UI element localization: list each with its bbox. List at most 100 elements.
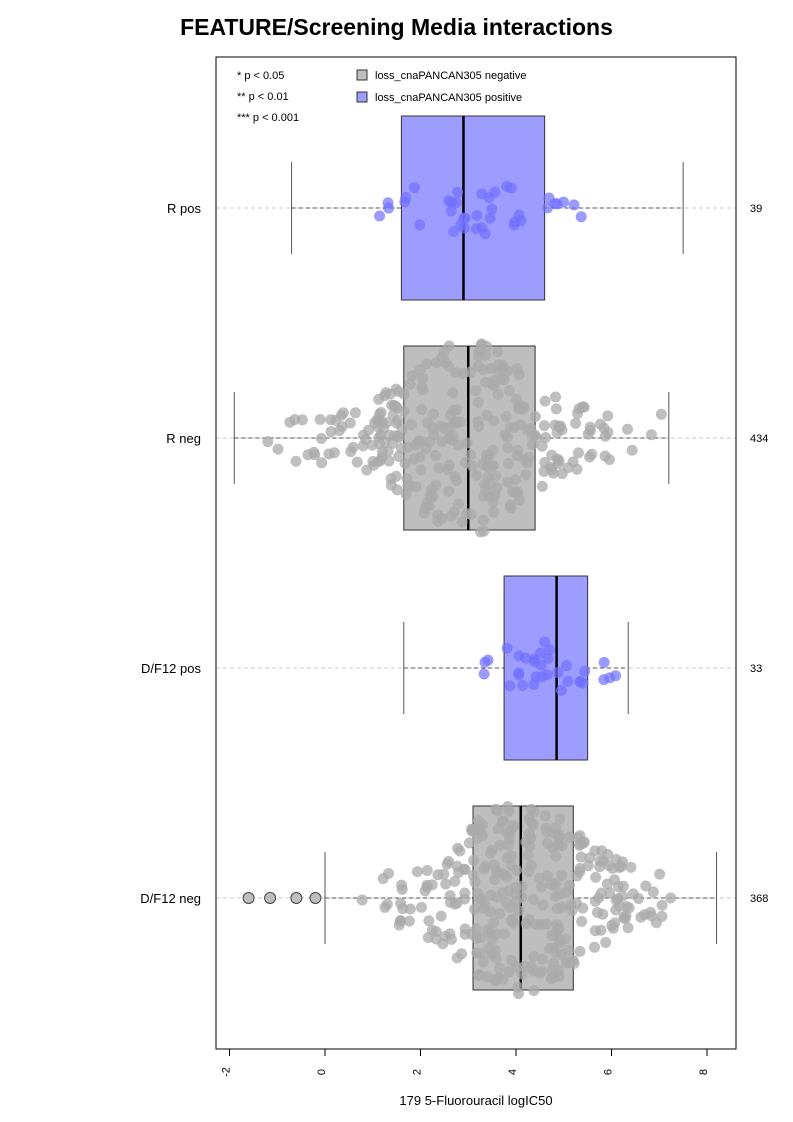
data-point — [461, 437, 473, 449]
data-point — [446, 197, 458, 209]
data-point — [377, 873, 389, 885]
data-point — [551, 453, 563, 465]
group-count: 39 — [750, 203, 762, 215]
data-point — [349, 407, 361, 419]
outlier-point — [290, 892, 303, 904]
legend-label: loss_cnaPANCAN305 negative — [375, 70, 526, 82]
data-point — [476, 222, 488, 234]
data-point — [522, 451, 534, 463]
data-point — [489, 874, 501, 886]
data-point — [465, 449, 477, 461]
legend: * p < 0.05 ** p < 0.01 *** p < 0.001 loss_c… — [237, 69, 526, 124]
data-point — [438, 868, 450, 880]
data-point — [512, 444, 524, 456]
data-point — [379, 901, 391, 913]
data-point — [405, 419, 417, 431]
data-point — [544, 644, 556, 656]
significance-legend-entry: * p < 0.05 — [237, 70, 284, 82]
data-point — [478, 490, 490, 502]
data-point — [640, 880, 652, 892]
data-point — [579, 665, 591, 677]
data-point — [461, 507, 473, 519]
data-point — [402, 442, 414, 454]
data-point — [382, 197, 394, 209]
data-point — [537, 899, 549, 911]
data-point — [591, 906, 603, 918]
data-point — [510, 864, 522, 876]
data-point — [542, 653, 554, 665]
data-point — [403, 915, 415, 927]
data-point — [639, 909, 651, 921]
data-point — [484, 478, 496, 490]
data-point — [495, 373, 507, 385]
data-point — [520, 469, 532, 481]
data-point — [488, 506, 500, 518]
data-point — [656, 899, 668, 911]
data-point — [513, 667, 525, 679]
y-tick-label: R neg — [166, 431, 201, 446]
data-point — [472, 396, 484, 408]
data-point — [474, 893, 486, 905]
data-point — [351, 456, 363, 468]
data-point — [452, 498, 464, 510]
data-point — [432, 509, 444, 521]
data-point — [503, 966, 515, 978]
data-point — [325, 426, 337, 438]
data-point — [551, 198, 563, 210]
data-point — [458, 367, 470, 379]
data-point — [442, 360, 454, 372]
data-point — [595, 887, 607, 899]
legend-label: loss_cnaPANCAN305 positive — [375, 92, 522, 104]
data-point — [459, 212, 471, 224]
data-point — [528, 951, 540, 963]
data-point — [589, 895, 601, 907]
data-point — [654, 868, 666, 880]
reference-lines — [216, 207, 736, 899]
group-counts: 39 434 33 368 — [750, 203, 768, 905]
y-tick-label: D/F12 pos — [141, 661, 201, 676]
data-point — [621, 901, 633, 913]
data-point — [575, 211, 587, 223]
data-point — [397, 903, 409, 915]
data-point — [535, 965, 547, 977]
outlier-point — [242, 892, 255, 904]
data-point — [463, 837, 475, 849]
data-point — [603, 859, 615, 871]
data-point — [570, 417, 582, 429]
data-point — [545, 973, 557, 985]
data-point — [435, 910, 447, 922]
x-tick-label: 2 — [412, 1069, 424, 1075]
data-point — [472, 832, 484, 844]
data-point — [409, 182, 421, 194]
data-point — [622, 922, 634, 934]
data-point — [443, 459, 455, 471]
data-point — [450, 404, 462, 416]
data-point — [388, 399, 400, 411]
data-point — [451, 952, 463, 964]
data-point — [398, 388, 410, 400]
data-point — [604, 887, 616, 899]
data-point — [493, 359, 505, 371]
data-point — [602, 426, 614, 438]
data-point — [390, 470, 402, 482]
data-point — [517, 679, 529, 691]
data-point — [603, 454, 615, 466]
data-point — [470, 923, 482, 935]
data-point — [536, 480, 548, 492]
x-tick-label: 0 — [316, 1069, 328, 1075]
data-point — [456, 516, 468, 528]
data-point — [272, 443, 284, 455]
data-point — [595, 924, 607, 936]
data-point — [467, 870, 479, 882]
data-point — [417, 373, 429, 385]
data-point — [316, 457, 328, 469]
data-point — [492, 823, 504, 835]
data-point — [416, 404, 428, 416]
data-point — [549, 391, 561, 403]
data-point — [345, 446, 357, 458]
data-point — [468, 854, 480, 866]
data-point — [500, 897, 512, 909]
data-point — [484, 212, 496, 224]
data-point — [540, 432, 552, 444]
data-point — [602, 410, 614, 422]
